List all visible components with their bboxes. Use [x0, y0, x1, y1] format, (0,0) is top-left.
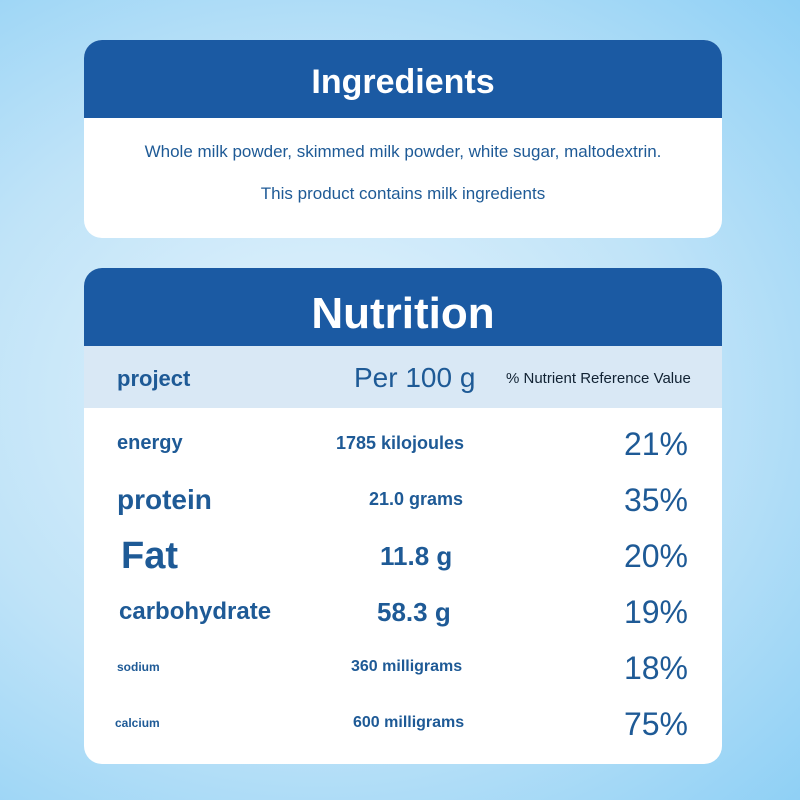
- nutrition-cell: 360 milligrams: [351, 658, 463, 675]
- nutrition-cell: 35%: [623, 482, 688, 518]
- nutrition-cell: protein: [117, 484, 212, 515]
- ingredients-text: Whole milk powder, skimmed milk powder, …: [144, 142, 662, 161]
- nutrition-cell: 600 milligrams: [353, 714, 465, 731]
- header-cell: % Nutrient Reference Value: [506, 370, 691, 387]
- nutrition-cell: 21%: [623, 426, 688, 462]
- nutrition-cell: 75%: [623, 706, 688, 742]
- nutrition-cell: calcium: [115, 716, 160, 730]
- nutrition-cell: carbohydrate: [119, 598, 272, 625]
- nutrition-cell: sodium: [117, 660, 160, 674]
- nutrition-cell: 19%: [623, 594, 688, 630]
- nutrition-cell: Fat: [121, 535, 178, 577]
- nutrition-title: Nutrition: [84, 268, 722, 346]
- nutrition-cell: 21.0 grams: [369, 489, 464, 509]
- nutrition-cell: 11.8 g: [380, 541, 453, 571]
- ingredients-note: This product contains milk ingredients: [260, 184, 546, 203]
- header-cell: project: [117, 366, 191, 391]
- nutrition-cell: 18%: [623, 650, 688, 686]
- nutrition-cell: 1785 kilojoules: [336, 433, 465, 453]
- nutrition-cell: 20%: [623, 538, 688, 574]
- nutrition-card: Nutrition project Per 100 g % Nutrient R…: [84, 268, 722, 764]
- header-cell: Per 100 g: [354, 362, 476, 393]
- ingredients-card: Ingredients Whole milk powder, skimmed m…: [84, 40, 722, 238]
- nutrition-cell: energy: [117, 432, 183, 454]
- nutrition-cell: 58.3 g: [377, 597, 451, 627]
- ingredients-title: Ingredients: [84, 40, 722, 118]
- header-row: project Per 100 g % Nutrient Reference V…: [84, 346, 722, 408]
